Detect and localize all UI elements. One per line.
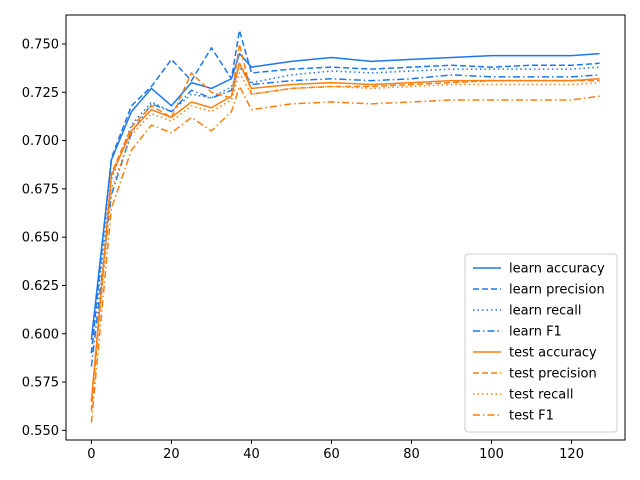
legend-label: test precision: [509, 367, 597, 382]
legend-label: learn precision: [509, 283, 605, 298]
x-tick-label: 100: [479, 447, 504, 462]
x-tick-label: 80: [403, 447, 420, 462]
x-tick-label: 0: [87, 447, 95, 462]
series-line-learn-accuracy: [90, 52, 600, 340]
series-line-learn-recall: [90, 66, 600, 354]
y-tick-label: 0.650: [22, 231, 59, 246]
legend-label: learn F1: [509, 325, 562, 340]
x-tick-label: 120: [559, 447, 584, 462]
series-line-test-F1: [90, 85, 600, 423]
series-line-learn-precision: [90, 29, 600, 354]
legend-label: test recall: [509, 388, 574, 403]
y-tick-label: 0.675: [22, 182, 59, 197]
legend: learn accuracy learn precision learn recal…: [464, 253, 618, 433]
x-tick-label: 40: [243, 447, 260, 462]
series-lines: [90, 29, 600, 423]
y-tick-label: 0.575: [22, 376, 59, 391]
y-tick-label: 0.625: [22, 279, 59, 294]
y-tick-label: 0.725: [22, 86, 59, 101]
legend-label: learn recall: [509, 304, 581, 319]
legend-label: test accuracy: [509, 346, 597, 361]
legend-box: [464, 253, 618, 433]
x-tick-label: 20: [163, 447, 180, 462]
y-tick-label: 0.700: [22, 134, 59, 149]
legend-label: test F1: [509, 409, 554, 424]
y-tick-label: 0.550: [22, 424, 59, 439]
legend-label: learn accuracy: [509, 262, 605, 277]
plot-frame: [65, 14, 626, 441]
y-tick-label: 0.600: [22, 327, 59, 342]
x-axis: 0 20 40 60 80 100 120: [87, 440, 584, 462]
y-tick-label: 0.750: [22, 37, 59, 52]
series-line-test-recall: [90, 72, 600, 402]
x-tick-label: 60: [323, 447, 340, 462]
y-axis: 0.550 0.575 0.600 0.625 0.650 0.675 0.700 0.725…: [22, 37, 66, 439]
series-line-test-precision: [90, 43, 600, 412]
